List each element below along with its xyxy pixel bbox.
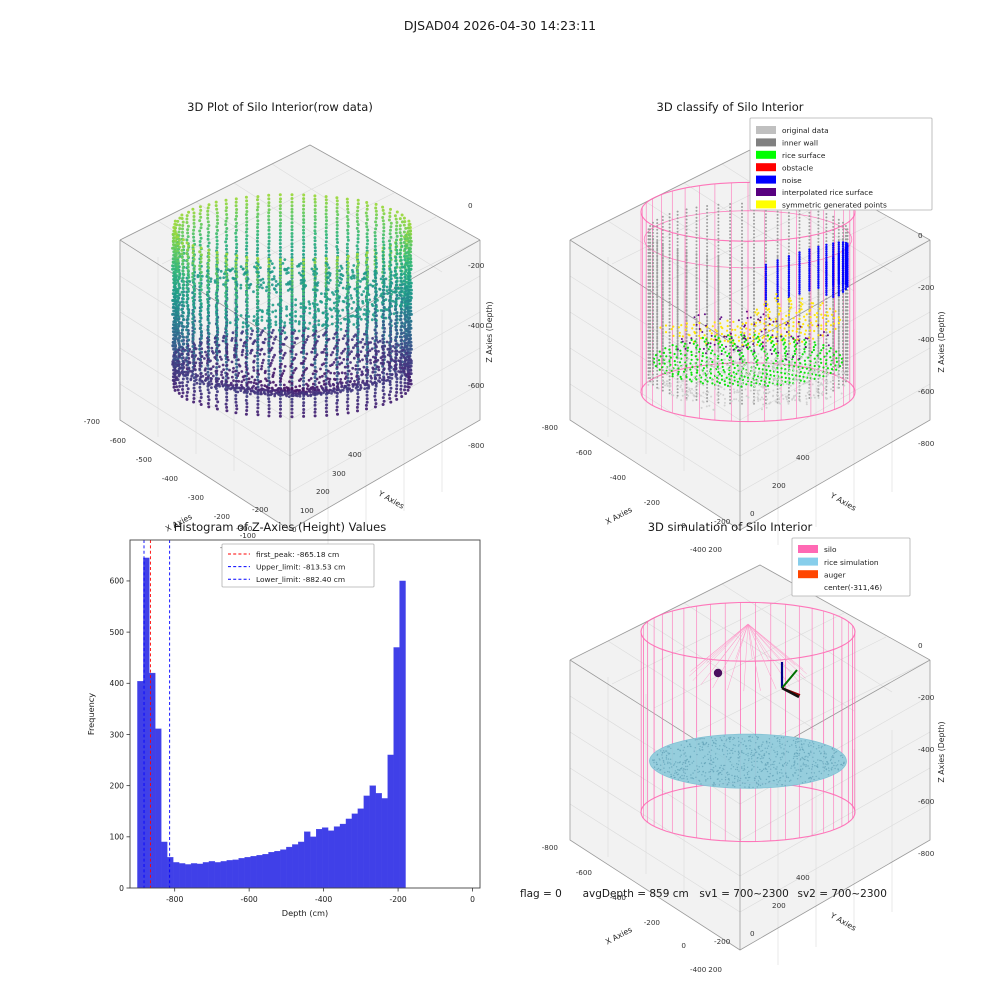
sim-3d-xlabel: X Axies <box>604 925 634 946</box>
legend-swatch <box>798 545 818 553</box>
classify-3d-legend[interactable]: original data inner wall rice surface obsta… <box>749 117 933 211</box>
svg-text:-200: -200 <box>252 505 269 514</box>
sim-3d-zticks: 0 -200 -400 -600 -800 Z Axies (Depth) <box>918 641 946 858</box>
sim-3d-silo-wireframe <box>640 601 856 843</box>
raw-3d-zlabel: Z Axies (Depth) <box>485 301 494 362</box>
legend-label: rice surface <box>782 151 826 160</box>
sim-3d-rice-surface <box>649 733 847 789</box>
sim-3d-legend[interactable]: silo rice simulation auger center(-311,46) <box>791 537 911 597</box>
svg-text:-200: -200 <box>214 512 231 521</box>
histogram-ylabel: Frequency <box>86 693 96 735</box>
raw-3d-title: 3D Plot of Silo Interior(row data) <box>187 100 373 114</box>
histogram-title: Histogram of Z-Axies (Height) Values <box>173 520 387 534</box>
sim-3d-ylabel: Y Axies <box>828 910 858 932</box>
classify-3d-zticks: 0 -200 -400 -600 -800 Z Axies (Depth) <box>918 231 946 448</box>
legend-swatch <box>756 188 776 196</box>
legend-swatch <box>798 557 818 566</box>
sim-3d-center-marker <box>713 668 723 678</box>
legend-label: first_peak: -865.18 cm <box>256 550 339 559</box>
histogram-vlines <box>143 540 171 888</box>
panel-sim-3d: 3D simulation of Silo Interior <box>510 520 950 974</box>
svg-text:-700: -700 <box>84 417 101 426</box>
status-flag: flag = 0 <box>520 888 562 900</box>
legend-swatch <box>756 150 776 159</box>
legend-label: center(-311,46) <box>824 583 882 592</box>
svg-text:-300: -300 <box>188 493 205 502</box>
legend-label: Upper_limit: -813.53 cm <box>256 563 345 572</box>
legend-label: interpolated rice surface <box>782 188 873 197</box>
histogram-frame <box>129 539 481 889</box>
svg-text:-600: -600 <box>468 381 485 390</box>
sim-3d-auger-axes <box>780 662 801 699</box>
legend-swatch <box>756 138 776 147</box>
svg-text:-400: -400 <box>468 321 485 330</box>
legend-label: silo <box>824 545 837 554</box>
legend-label: auger <box>824 570 846 579</box>
legend-swatch <box>756 126 776 134</box>
histogram-legend[interactable]: first_peak: -865.18 cm Upper_limit: -813.… <box>221 543 375 588</box>
raw-3d-ylabel: Y Axies <box>376 488 406 510</box>
raw-3d-pointcloud <box>171 193 413 419</box>
svg-text:-800: -800 <box>468 441 485 450</box>
classify-3d-title: 3D classify of Silo Interior <box>656 100 804 114</box>
svg-text:0: 0 <box>292 525 297 534</box>
legend-label: noise <box>782 176 802 185</box>
sim-3d-panes <box>569 564 931 951</box>
svg-text:-600: -600 <box>110 436 127 445</box>
legend-label: inner wall <box>782 139 818 148</box>
histogram-xlabel: Depth (cm) <box>282 908 328 918</box>
svg-text:300: 300 <box>332 469 346 478</box>
classify-3d-zlabel: Z Axies (Depth) <box>937 311 946 372</box>
legend-label: Lower_limit: -882.40 cm <box>256 575 345 584</box>
sim-3d-zlabel: Z Axies (Depth) <box>937 721 946 782</box>
svg-text:-100: -100 <box>240 531 257 540</box>
panel-histogram: Histogram of Z-Axies (Height) Values -80… <box>60 520 500 920</box>
sim-3d-title: 3D simulation of Silo Interior <box>647 520 813 534</box>
svg-text:-300: -300 <box>236 524 253 533</box>
legend-swatch <box>756 163 776 172</box>
raw-3d-zticks: 0 -200 -400 -600 -800 Z Axies (Depth) <box>468 201 494 450</box>
figure-title: DJSAD04 2026-04-30 14:23:11 <box>403 18 597 33</box>
panel-raw-3d: 3D Plot of Silo Interior(row data) <box>60 100 500 558</box>
legend-swatch <box>756 200 776 209</box>
legend-swatch <box>756 175 776 184</box>
svg-text:-200: -200 <box>468 261 485 270</box>
raw-3d-canvas[interactable]: -700 -600 -500 -400 -300 -200 -100 0 X A… <box>60 100 500 558</box>
raw-3d-spines <box>119 144 481 531</box>
svg-text:100: 100 <box>300 506 314 515</box>
panel-classify-3d: 3D classify of Silo Interior <box>510 100 950 554</box>
status-sv2: sv2 = 700~2300 <box>797 888 887 900</box>
legend-swatch <box>798 570 818 579</box>
histogram-bars <box>137 557 406 889</box>
classify-3d-canvas[interactable]: original data inner wall rice surface obsta… <box>510 100 950 554</box>
classify-3d-ylabel: Y Axies <box>828 490 858 512</box>
status-avg-depth: avgDepth = 859 cm <box>582 888 689 900</box>
sim-3d-spines <box>569 564 931 951</box>
classify-3d-pointcloud <box>646 202 850 411</box>
svg-text:400: 400 <box>348 450 362 459</box>
legend-label: rice simulation <box>824 558 879 567</box>
legend-label: obstacle <box>782 163 814 172</box>
svg-text:-400: -400 <box>162 474 179 483</box>
legend-label: symmetric generated points <box>782 201 887 210</box>
svg-text:200: 200 <box>316 487 330 496</box>
status-sv1: sv1 = 700~2300 <box>699 888 789 900</box>
legend-label: original data <box>782 126 829 135</box>
svg-text:0: 0 <box>468 201 473 210</box>
svg-text:-500: -500 <box>136 455 153 464</box>
